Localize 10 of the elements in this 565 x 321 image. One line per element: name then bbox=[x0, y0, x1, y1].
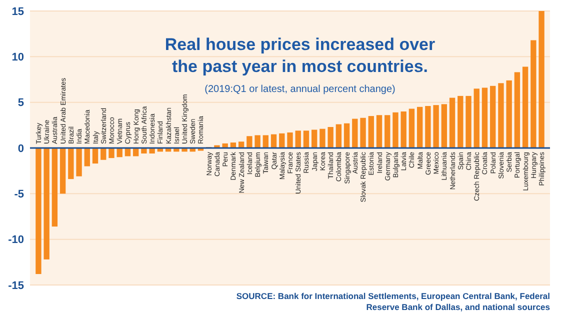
y-tick-label: -5 bbox=[14, 188, 24, 201]
text: Real house prices increased over the past year in most countries. bbox=[164, 35, 436, 76]
text: (2019:Q1 or latest, annual percent change) bbox=[204, 84, 396, 95]
y-tick-label: 5 bbox=[18, 97, 24, 110]
y-tick-label: -15 bbox=[8, 280, 24, 292]
y-tick-label: 10 bbox=[12, 52, 24, 64]
source-note: SOURCE: Bank for International Settlements, European Central Bank, Federal Reserve Bank of Dallas, and national sources bbox=[236, 291, 550, 312]
y-tick-label: 0 bbox=[18, 142, 24, 155]
y-tick-label: 15 bbox=[12, 6, 24, 18]
y-tick-label: -10 bbox=[8, 234, 24, 246]
